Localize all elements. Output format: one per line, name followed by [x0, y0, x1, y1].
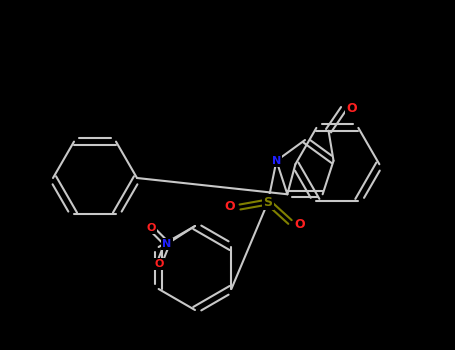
- Text: O: O: [295, 217, 305, 231]
- Text: N: N: [272, 156, 281, 166]
- Text: S: S: [263, 196, 273, 209]
- Text: O: O: [154, 259, 164, 269]
- Text: O: O: [346, 102, 357, 115]
- Text: O: O: [147, 223, 156, 233]
- Text: O: O: [225, 201, 235, 214]
- Text: N: N: [162, 239, 172, 249]
